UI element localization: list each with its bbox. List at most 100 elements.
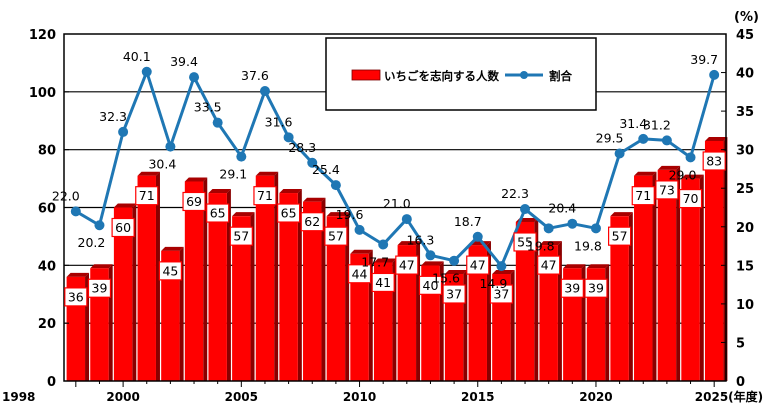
bar (397, 245, 417, 381)
bar-top (350, 249, 373, 254)
ratio-point (141, 66, 152, 77)
bar (539, 245, 558, 381)
bar-label-box (371, 272, 395, 293)
data-labels: 36 39 60 71 45 69 65 57 71 65 62 57 44 41 47 40 37 47 37 55… (52, 49, 726, 307)
bar-side (486, 241, 491, 381)
bar-side (628, 212, 633, 381)
bar-value-label: 44 (352, 266, 368, 281)
bar-label-box (655, 180, 679, 200)
bar-value-label: 45 (162, 263, 178, 278)
bar (303, 201, 322, 381)
y-right-unit: (%) (734, 10, 759, 25)
bar-side (155, 171, 160, 381)
ratio-point (567, 218, 578, 229)
bar-top (161, 246, 184, 251)
bar (610, 216, 629, 381)
bar-label-box (418, 275, 443, 295)
ratio-point (212, 117, 223, 128)
ratio-point (425, 250, 436, 261)
x-unit: (年度) (728, 389, 763, 404)
bar-label-box (442, 284, 466, 304)
bar-top (492, 270, 515, 275)
bar-label-box (277, 203, 301, 223)
ratio-value-label: 22.3 (501, 186, 529, 201)
bar-top (444, 270, 468, 275)
ratio-value-label: 14.9 (479, 276, 507, 291)
bar-top (681, 174, 704, 179)
bar-top (279, 189, 302, 194)
bar-label-box (631, 186, 655, 206)
ratio-point (449, 255, 460, 266)
x-tick-label: 2005 (225, 390, 258, 404)
bar-label-box (64, 287, 88, 307)
bar-top (657, 165, 681, 170)
ratio-value-label: 29.5 (596, 131, 624, 146)
bar-label-box (678, 188, 703, 209)
bar-value-label: 47 (541, 258, 557, 273)
ratio-value-label: 17.7 (361, 255, 389, 270)
bar (208, 193, 227, 381)
ratio-point (307, 157, 318, 168)
legend-line-label: 割合 (549, 69, 572, 83)
y-right-tick-label: 25 (736, 182, 754, 197)
bar-top (373, 258, 397, 263)
ratio-value-label: 20.2 (78, 235, 106, 250)
bar (681, 178, 700, 381)
y-left-tick-label: 0 (47, 375, 56, 390)
bar-top (66, 272, 90, 277)
legend-line-marker (520, 71, 528, 79)
y-right-tick-label: 0 (736, 375, 745, 390)
bar-label-box (111, 217, 135, 238)
bar-top (704, 136, 728, 141)
bar-value-label: 39 (92, 281, 108, 296)
bar-label-box (560, 278, 584, 298)
y-right-tick-label: 35 (736, 105, 754, 120)
ratio-point (236, 151, 247, 162)
bar-top (113, 203, 137, 208)
ratio-point (614, 148, 625, 159)
bar-label-box (135, 186, 159, 206)
ratio-point (543, 223, 554, 234)
ratio-point (590, 223, 601, 234)
bar-top (539, 241, 562, 246)
bar-top (397, 241, 421, 246)
bar-top (184, 177, 208, 182)
bar-top (634, 171, 657, 176)
bar-top (610, 212, 633, 217)
ratio-point (330, 180, 341, 191)
y-left-tick-label: 40 (38, 259, 56, 274)
x-tick-label: 2015 (461, 390, 494, 404)
legend: いちごを志向する人数 割合 (325, 37, 597, 111)
ratio-value-label: 19.8 (527, 238, 555, 253)
bar-top (232, 212, 255, 217)
ratio-value-label: 28.3 (288, 140, 316, 155)
bar-top (90, 264, 113, 269)
bar (184, 181, 204, 381)
bar-label-box (300, 212, 324, 232)
bar-label-box (87, 278, 112, 298)
ratio-value-label: 37.6 (241, 68, 269, 83)
bar-side (297, 189, 302, 381)
bar (657, 169, 677, 381)
bar-label-box (347, 264, 372, 284)
ratio-value-label: 16.3 (407, 232, 435, 247)
bar (255, 175, 275, 381)
ratio-point (401, 214, 412, 225)
ratio-value-label: 30.4 (148, 157, 176, 172)
y-right-tick-label: 15 (736, 259, 754, 274)
y-right-tick-label: 10 (736, 298, 754, 313)
ratio-point (118, 126, 129, 137)
ratio-point (189, 72, 200, 83)
ratio-point (520, 204, 531, 215)
bar-value-label: 70 (683, 191, 699, 206)
ratio-point (94, 220, 105, 231)
bar-value-label: 57 (612, 229, 628, 244)
legend-bar-label: いちごを志向する人数 (384, 69, 499, 83)
ratio-value-label: 40.1 (123, 49, 151, 64)
bar-value-label: 40 (423, 278, 439, 293)
x-tick-label: 1998 (2, 390, 35, 404)
bar-side (652, 171, 657, 381)
ratio-value-label: 21.0 (383, 196, 411, 211)
bar-top (421, 261, 444, 266)
y-left-tick-label: 20 (38, 317, 56, 332)
